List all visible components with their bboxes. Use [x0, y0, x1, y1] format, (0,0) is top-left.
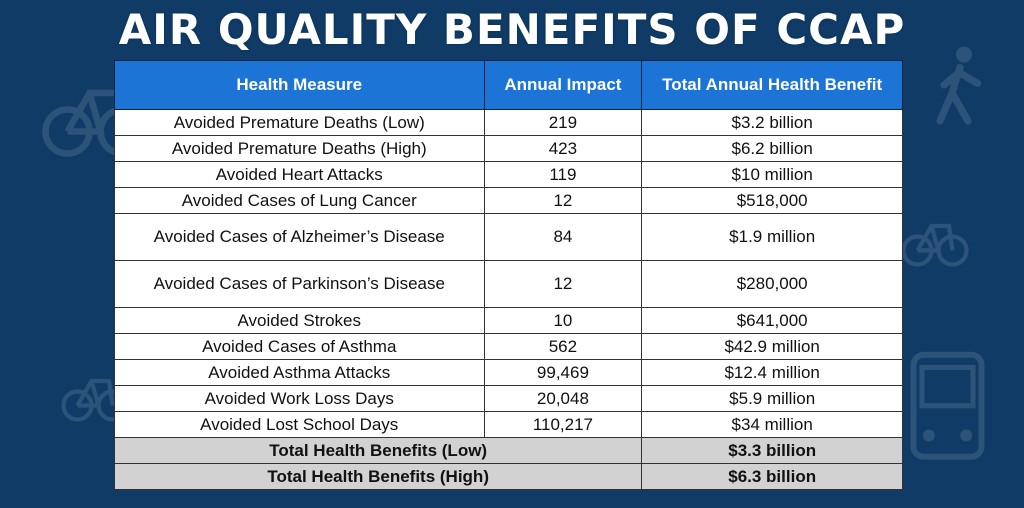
cell-benefit: $5.9 million	[641, 385, 903, 412]
bicycle-icon	[901, 223, 969, 267]
cell-measure: Avoided Lost School Days	[114, 411, 485, 438]
cell-measure: Avoided Cases of Asthma	[114, 333, 485, 360]
cell-benefit: $10 million	[641, 161, 903, 188]
cell-benefit: $12.4 million	[641, 359, 903, 386]
table-header-row: Health Measure Annual Impact Total Annua…	[114, 60, 903, 110]
cell-measure: Avoided Cases of Lung Cancer	[114, 187, 485, 214]
table-row: Avoided Heart Attacks 119 $10 million	[114, 161, 903, 188]
cell-measure: Avoided Cases of Alzheimer’s Disease	[114, 213, 485, 261]
table-row: Avoided Strokes 10 $641,000	[114, 307, 903, 334]
cell-measure: Avoided Work Loss Days	[114, 385, 485, 412]
health-benefits-table: Health Measure Annual Impact Total Annua…	[113, 60, 903, 490]
cell-benefit: $34 million	[641, 411, 903, 438]
table-row: Avoided Lost School Days 110,217 $34 mil…	[114, 411, 903, 438]
cell-measure: Avoided Cases of Parkinson’s Disease	[114, 260, 485, 308]
total-row-high: Total Health Benefits (High) $6.3 billio…	[113, 463, 903, 490]
cell-impact: 562	[483, 333, 643, 360]
cell-benefit: $42.9 million	[641, 333, 903, 360]
table-row: Avoided Cases of Alzheimer’s Disease 84 …	[114, 213, 903, 261]
cell-benefit: $3.2 billion	[641, 109, 903, 136]
table-row: Avoided Cases of Asthma 562 $42.9 millio…	[114, 333, 903, 360]
header-annual-impact: Annual Impact	[483, 60, 643, 110]
cell-impact: 20,048	[483, 385, 643, 412]
table-row: Avoided Asthma Attacks 99,469 $12.4 mill…	[114, 359, 903, 386]
total-benefit: $6.3 billion	[641, 463, 903, 490]
cell-benefit: $641,000	[641, 307, 903, 334]
cell-impact: 99,469	[483, 359, 643, 386]
cell-measure: Avoided Premature Deaths (Low)	[114, 109, 485, 136]
total-label: Total Health Benefits (High)	[113, 463, 643, 490]
table-row: Avoided Premature Deaths (Low) 219 $3.2 …	[114, 109, 903, 136]
cell-impact: 423	[483, 135, 643, 162]
header-health-measure: Health Measure	[114, 60, 485, 110]
total-label: Total Health Benefits (Low)	[113, 437, 643, 464]
total-benefit: $3.3 billion	[641, 437, 903, 464]
cell-impact: 10	[483, 307, 643, 334]
cell-impact: 12	[483, 187, 643, 214]
cell-benefit: $280,000	[641, 260, 903, 308]
cell-benefit: $1.9 million	[641, 213, 903, 261]
bus-icon	[910, 351, 985, 460]
cell-impact: 110,217	[483, 411, 643, 438]
table-row: Avoided Work Loss Days 20,048 $5.9 milli…	[114, 385, 903, 412]
cell-measure: Avoided Premature Deaths (High)	[114, 135, 485, 162]
cell-impact: 84	[483, 213, 643, 261]
cell-measure: Avoided Asthma Attacks	[114, 359, 485, 386]
table-row: Avoided Cases of Parkinson’s Disease 12 …	[114, 260, 903, 308]
cell-measure: Avoided Strokes	[114, 307, 485, 334]
cell-measure: Avoided Heart Attacks	[114, 161, 485, 188]
cell-impact: 119	[483, 161, 643, 188]
total-row-low: Total Health Benefits (Low) $3.3 billion	[113, 437, 903, 464]
cell-impact: 12	[483, 260, 643, 308]
cell-impact: 219	[483, 109, 643, 136]
cell-benefit: $6.2 billion	[641, 135, 903, 162]
header-total-benefit: Total Annual Health Benefit	[641, 60, 903, 110]
table-row: Avoided Cases of Lung Cancer 12 $518,000	[114, 187, 903, 214]
table-row: Avoided Premature Deaths (High) 423 $6.2…	[114, 135, 903, 162]
cell-benefit: $518,000	[641, 187, 903, 214]
